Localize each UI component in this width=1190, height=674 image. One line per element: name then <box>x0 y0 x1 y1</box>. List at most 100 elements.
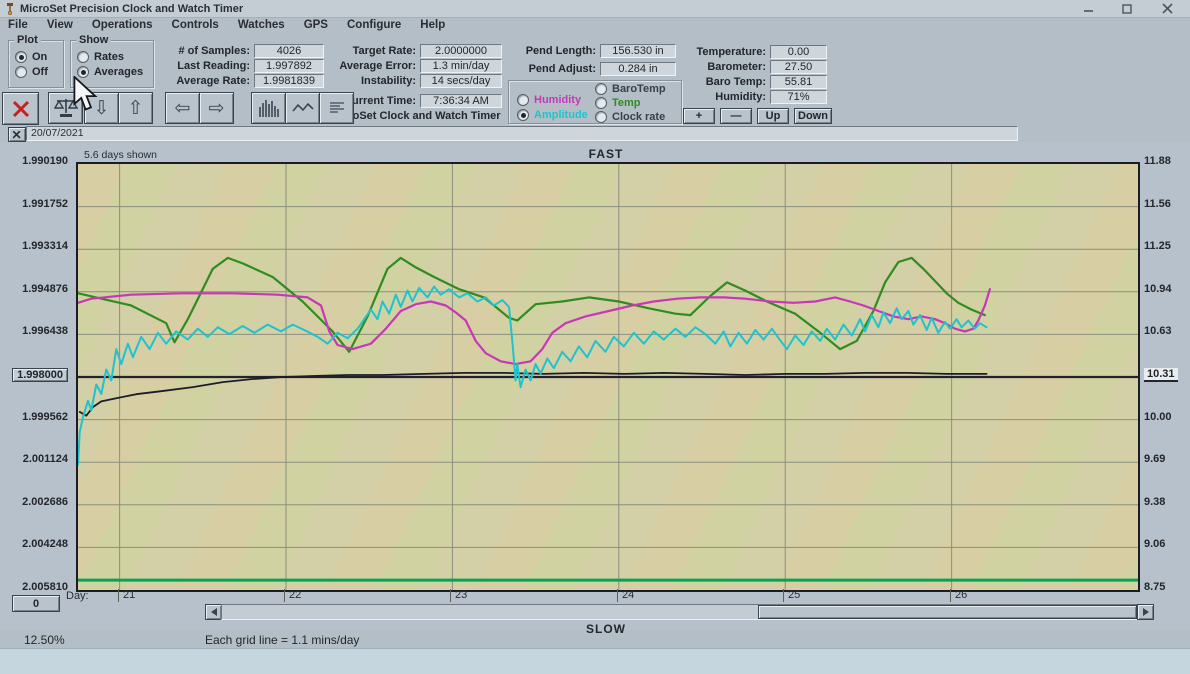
radio-label: Clock rate <box>612 111 666 123</box>
radio-dot <box>15 66 27 78</box>
fast-label: FAST <box>588 147 624 161</box>
field-label: # of Samples: <box>178 44 250 57</box>
menu-item-configure[interactable]: Configure <box>346 19 402 31</box>
series-toggle-groupbox: Humidity Amplitude BaroTemp Temp Clock rate <box>508 80 682 124</box>
left-axis-label: 1.990190 <box>22 155 68 167</box>
zero-button[interactable]: 0 <box>12 595 60 612</box>
show-group-label: Show <box>76 34 112 46</box>
radio-humidity[interactable]: Humidity <box>517 93 588 107</box>
environment-fields: Temperature: 0.00 Barometer: 27.50 Baro Temp… <box>690 44 827 104</box>
close-tab-button[interactable] <box>8 127 26 142</box>
menu-item-gps[interactable]: GPS <box>303 19 328 31</box>
histogram-button[interactable] <box>251 92 286 124</box>
day-tick-26: 26 <box>950 589 967 602</box>
field-humidity: Humidity: 71% <box>690 89 827 104</box>
field-value: 2.0000000 <box>420 43 502 58</box>
grid-info-label: Each grid line = 1.1 mins/day <box>205 633 360 647</box>
date-tab[interactable]: 20/07/2021 <box>26 126 1018 141</box>
right-axis-label[interactable]: 10.31 <box>1144 368 1178 382</box>
radio-on[interactable]: On <box>15 50 48 64</box>
left-axis-label: 2.005810 <box>22 581 68 593</box>
menu-item-operations[interactable]: Operations <box>91 19 153 31</box>
arrow-left-button[interactable]: ⇦ <box>165 92 200 124</box>
menu-item-help[interactable]: Help <box>420 19 446 31</box>
plot-area[interactable] <box>76 162 1140 592</box>
day-tick-22: 22 <box>284 589 301 602</box>
radio-label: On <box>32 51 48 63</box>
radio-label: BaroTemp <box>612 83 666 95</box>
left-axis: 1.990190 1.991752 1.993314 1.994876 1.996438… <box>0 155 70 593</box>
scroll-right-button[interactable] <box>1137 604 1154 620</box>
day-axis-label: Day: <box>66 590 89 602</box>
days-shown-label: 5.6 days shown <box>84 149 157 161</box>
adjust-buttons: + — Up Down <box>683 108 832 124</box>
report-text-icon <box>329 102 344 113</box>
radio-label: Rates <box>94 51 124 63</box>
adjust-button-up[interactable]: Up <box>757 108 789 124</box>
left-axis-label: 1.993314 <box>22 240 68 253</box>
window-title: MicroSet Precision Clock and Watch Timer <box>20 2 244 15</box>
day-tick-24: 24 <box>617 589 634 602</box>
left-triangle-icon <box>210 608 217 616</box>
waveform-button[interactable] <box>285 92 320 124</box>
rate-fields: Target Rate: 2.0000000 Average Error: 1.3 m… <box>336 43 502 108</box>
report-button[interactable] <box>319 92 354 124</box>
chart-canvas <box>76 164 1138 590</box>
day-tick-row: 21 22 23 24 25 26 <box>76 589 1136 603</box>
radio-rates[interactable]: Rates <box>77 50 143 64</box>
field-label: Current Time: <box>344 94 416 107</box>
sample-stats-fields: # of Samples: 4026 Last Reading: 1.997892 Av… <box>150 43 324 88</box>
left-axis-label: 1.991752 <box>22 197 68 210</box>
maximize-button[interactable] <box>1116 2 1138 15</box>
delete-button[interactable] <box>2 92 39 125</box>
menu-item-watches[interactable]: Watches <box>237 19 285 31</box>
field-value: 71% <box>770 89 827 104</box>
left-axis-label: 1.996438 <box>22 325 68 338</box>
series-amplitude <box>77 285 988 466</box>
radio-averages[interactable]: Averages <box>77 65 143 79</box>
arrow-down-button[interactable]: ⇩ <box>84 92 119 124</box>
radio-clock-rate[interactable]: Clock rate <box>595 110 666 124</box>
day-tick-21: 21 <box>118 589 135 602</box>
horizontal-scrollbar-track[interactable] <box>221 604 1138 620</box>
field-label: Baro Temp: <box>705 75 766 88</box>
adjust-button-[interactable]: — <box>720 108 752 124</box>
left-arrow-icon: ⇦ <box>174 97 191 119</box>
right-axis-label: 10.94 <box>1144 282 1172 295</box>
field-label: Target Rate: <box>352 44 416 57</box>
right-axis-label: 11.88 <box>1144 155 1171 167</box>
radio-off[interactable]: Off <box>15 65 48 79</box>
right-axis-label: 11.25 <box>1144 240 1171 253</box>
radio-amplitude[interactable]: Amplitude <box>517 108 588 122</box>
field-label: Last Reading: <box>177 59 250 72</box>
field-value: 0.284 in <box>600 61 676 76</box>
field-label: Barometer: <box>707 60 766 73</box>
adjust-button-[interactable]: + <box>683 108 715 124</box>
field-value: 0.00 <box>770 44 827 59</box>
radio-temp[interactable]: Temp <box>595 96 666 110</box>
left-axis-label[interactable]: 1.998000 <box>12 368 68 382</box>
minimize-button[interactable] <box>1078 2 1100 15</box>
radio-dot <box>77 66 89 78</box>
scroll-left-button[interactable] <box>205 604 222 620</box>
day-tick-23: 23 <box>450 589 467 602</box>
radio-dot <box>595 111 607 123</box>
arrow-up-button[interactable]: ⇧ <box>118 92 153 124</box>
close-button[interactable] <box>1156 2 1178 15</box>
field-average-rate: Average Rate: 1.9981839 <box>150 73 324 88</box>
menu-item-controls[interactable]: Controls <box>171 19 219 31</box>
arrow-right-button[interactable]: ⇨ <box>199 92 234 124</box>
adjust-button-down[interactable]: Down <box>794 108 832 124</box>
field-value: 156.530 in <box>600 43 676 58</box>
balance-scales-button[interactable] <box>48 92 83 124</box>
radio-barotemp[interactable]: BaroTemp <box>595 82 666 96</box>
up-arrow-icon: ⇧ <box>127 97 144 119</box>
right-axis-label: 9.06 <box>1144 538 1166 551</box>
right-axis-label: 9.38 <box>1144 495 1166 508</box>
field-label: Instability: <box>360 74 416 87</box>
menu-item-view[interactable]: View <box>46 19 73 31</box>
horizontal-scrollbar-thumb[interactable] <box>758 605 1137 619</box>
left-axis-label: 2.004248 <box>22 538 68 551</box>
menu-item-file[interactable]: File <box>8 19 28 31</box>
